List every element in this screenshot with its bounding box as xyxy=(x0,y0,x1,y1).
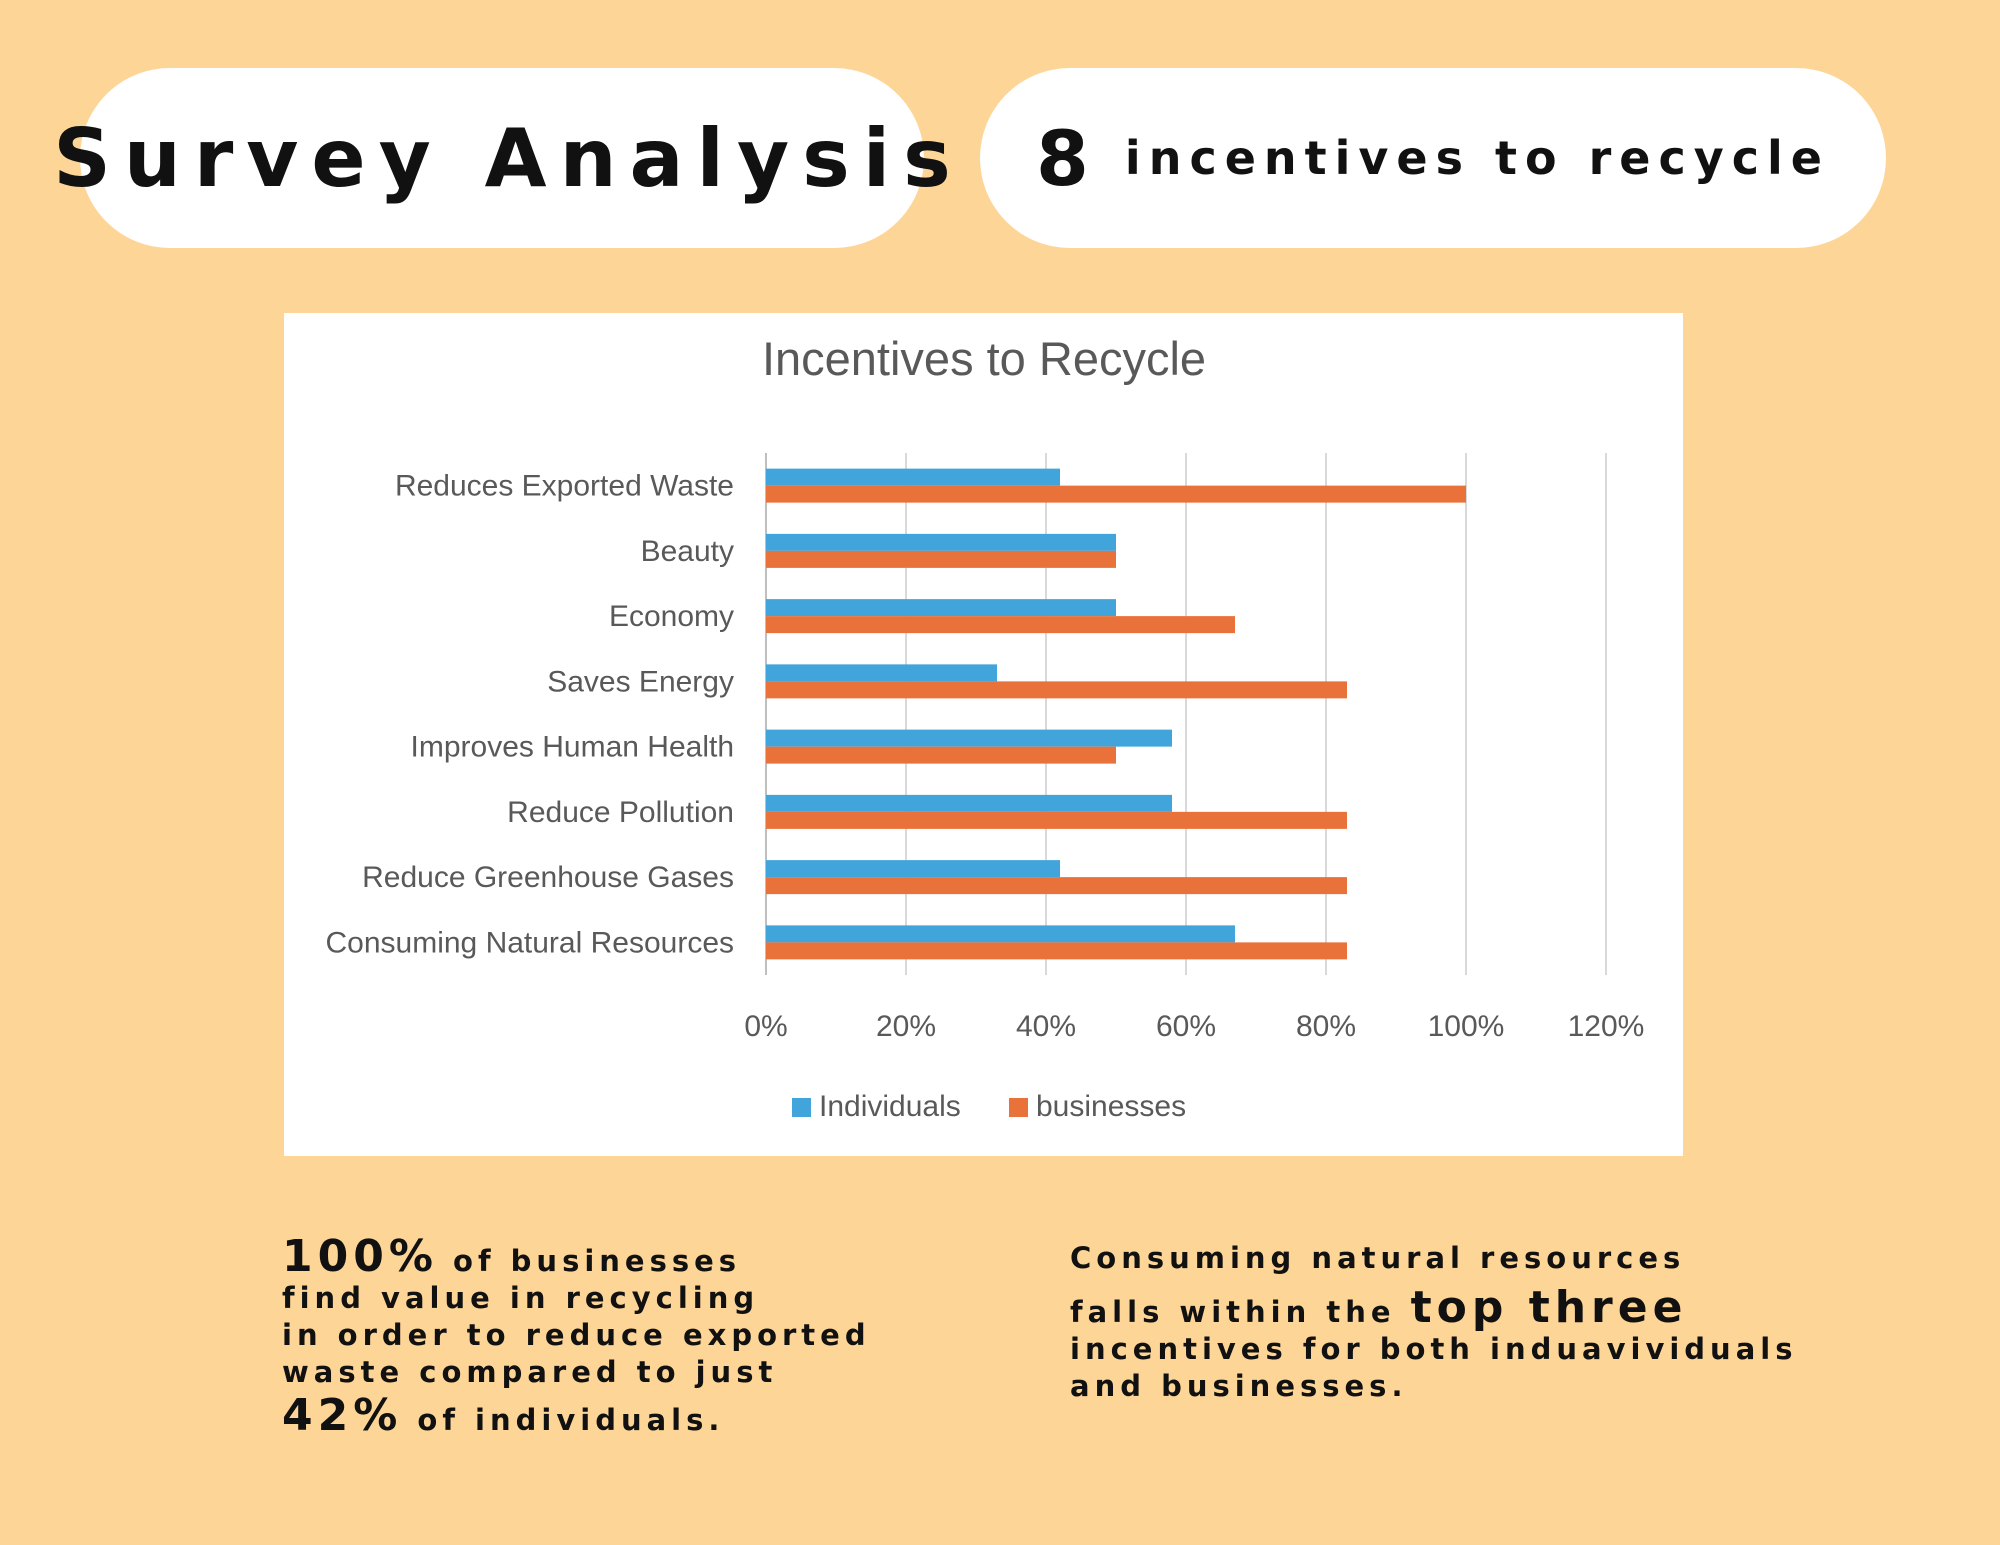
bar-individuals xyxy=(766,468,1060,486)
x-tick-label: 0% xyxy=(744,1010,787,1043)
note-text: waste compared to just xyxy=(282,1355,778,1389)
x-tick-label: 80% xyxy=(1296,1010,1356,1043)
bar-individuals xyxy=(766,533,1116,551)
bar-businesses xyxy=(766,942,1347,960)
note-stat-individuals: 42% xyxy=(282,1390,403,1441)
bar-businesses xyxy=(766,746,1116,764)
incentive-count-pill: 8 incentives to recycle xyxy=(980,68,1886,248)
x-tick-label: 100% xyxy=(1428,1010,1505,1043)
note-text: and businesses. xyxy=(1070,1369,1408,1403)
title-pill: Survey Analysis xyxy=(53,68,951,248)
note-top-three: Consuming natural resources falls within… xyxy=(1070,1240,1798,1405)
incentive-count: 8 xyxy=(1036,113,1089,203)
bar-individuals xyxy=(766,729,1172,747)
category-label: Reduce Pollution xyxy=(507,796,734,829)
category-label: Saves Energy xyxy=(547,665,734,698)
note-text: falls within the xyxy=(1070,1295,1411,1329)
note-text: find value in recycling xyxy=(282,1281,760,1315)
category-label: Economy xyxy=(609,600,734,633)
note-text: in order to reduce exported xyxy=(282,1318,871,1352)
note-businesses-vs-individuals: 100% of businesses find value in recycli… xyxy=(282,1235,922,1441)
bar-businesses xyxy=(766,550,1116,568)
legend-swatch xyxy=(792,1098,811,1117)
note-text: of individuals. xyxy=(402,1403,725,1437)
incentive-count-label: incentives to recycle xyxy=(1124,131,1830,185)
legend-swatch xyxy=(1009,1098,1028,1117)
page-title: Survey Analysis xyxy=(53,111,964,205)
bar-businesses xyxy=(766,485,1466,503)
bar-individuals xyxy=(766,860,1060,878)
legend-label: businesses xyxy=(1036,1090,1186,1123)
incentives-bar-chart: Incentives to Recycle Reduces Exported W… xyxy=(325,332,1645,1123)
note-highlight: top three xyxy=(1410,1282,1688,1333)
bar-individuals xyxy=(766,664,997,682)
bar-individuals xyxy=(766,925,1235,943)
x-tick-label: 20% xyxy=(876,1010,936,1043)
bar-businesses xyxy=(766,877,1347,895)
category-label: Improves Human Health xyxy=(411,731,734,764)
category-label: Reduces Exported Waste xyxy=(395,470,734,503)
bar-individuals xyxy=(766,599,1116,617)
bar-businesses xyxy=(766,616,1235,634)
bar-businesses xyxy=(766,811,1347,829)
note-text: incentives for both induavividuals xyxy=(1070,1332,1798,1366)
category-label: Beauty xyxy=(641,535,734,568)
category-label: Reduce Greenhouse Gases xyxy=(362,861,734,894)
category-label: Consuming Natural Resources xyxy=(325,926,734,959)
x-tick-label: 40% xyxy=(1016,1010,1076,1043)
chart-panel: Incentives to Recycle Reduces Exported W… xyxy=(284,313,1683,1156)
bar-businesses xyxy=(766,681,1347,699)
x-tick-label: 60% xyxy=(1156,1010,1216,1043)
note-stat-businesses: 100% xyxy=(282,1231,438,1282)
note-text: Consuming natural resources xyxy=(1070,1241,1686,1275)
legend-label: Individuals xyxy=(819,1090,961,1123)
x-tick-label: 120% xyxy=(1568,1010,1645,1043)
note-text: of businesses xyxy=(437,1244,742,1278)
bar-individuals xyxy=(766,794,1172,812)
chart-title: Incentives to Recycle xyxy=(762,332,1206,385)
